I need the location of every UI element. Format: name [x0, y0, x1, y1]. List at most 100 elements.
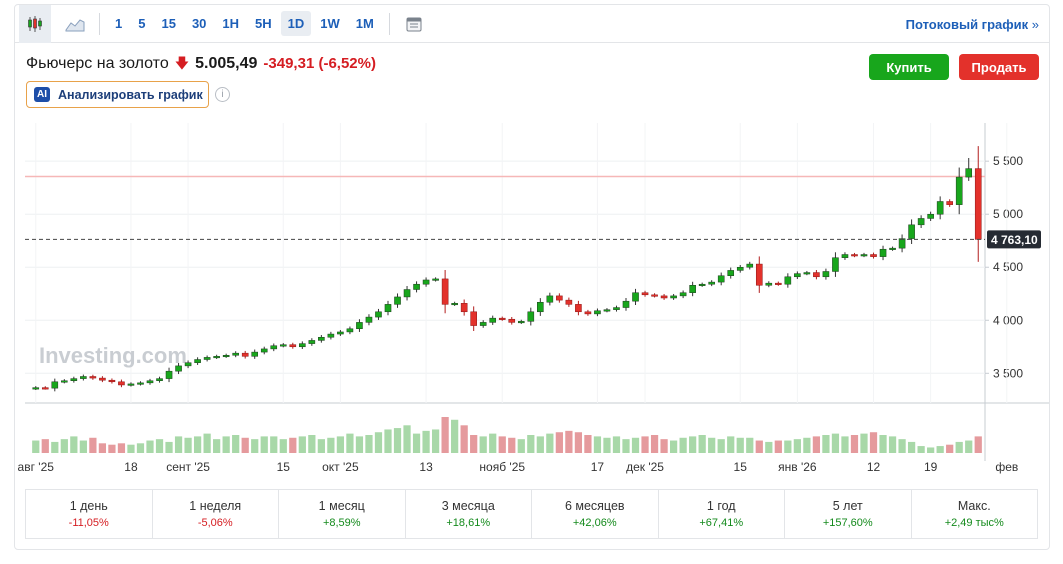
period-1d[interactable]: 1D — [280, 11, 312, 36]
candle-body — [356, 322, 363, 330]
performance-value: +8,59% — [322, 517, 361, 529]
period-15[interactable]: 15 — [161, 16, 176, 31]
area-chart-icon[interactable] — [59, 5, 91, 43]
volume-bar — [279, 439, 287, 453]
volume-bar — [317, 439, 325, 453]
period-1[interactable]: 1 — [115, 16, 123, 31]
candle-body — [70, 378, 78, 381]
volume-bar — [374, 432, 383, 453]
candle-body — [813, 272, 820, 278]
performance-value: +18,61% — [446, 517, 491, 529]
volume-bar — [622, 439, 630, 453]
x-tick-label: сент '25 — [166, 460, 210, 474]
candle-body — [270, 345, 278, 350]
candle-body — [527, 311, 535, 322]
candle-body — [775, 282, 782, 285]
volume-bar — [584, 435, 592, 453]
candle-body — [279, 344, 287, 347]
volume-bar — [32, 440, 40, 453]
volume-bar — [222, 436, 230, 453]
volume-bar — [679, 437, 687, 453]
candle-body — [537, 301, 544, 313]
candle-body — [260, 348, 268, 353]
candle-body — [137, 382, 144, 385]
period-1m[interactable]: 1M — [355, 16, 374, 31]
period-30[interactable]: 30 — [191, 16, 207, 31]
candle-body — [689, 285, 696, 293]
candle-body — [498, 317, 506, 320]
candle-body — [974, 168, 982, 240]
performance-value: -5,06% — [197, 517, 233, 529]
stream-chart-link[interactable]: Потоковый график » — [905, 17, 1039, 32]
candle-body — [584, 311, 592, 315]
sell-button[interactable]: Продать — [959, 54, 1039, 80]
period-1w[interactable]: 1W — [320, 16, 340, 31]
candle-body — [746, 263, 754, 268]
candle-body — [755, 263, 763, 286]
candle-body — [517, 321, 525, 324]
volume-bar — [127, 444, 135, 453]
performance-cell[interactable]: 1 день -11,05% — [26, 490, 153, 538]
volume-bar — [822, 435, 830, 453]
candle-body — [470, 311, 477, 326]
volume-bar — [79, 440, 87, 453]
performance-period-label: 1 день — [69, 499, 108, 513]
volume-bar — [650, 435, 659, 453]
candle-body — [879, 248, 887, 257]
performance-cell[interactable]: 3 месяца +18,61% — [406, 490, 532, 538]
analyze-chart-button[interactable]: AI Анализировать график — [26, 81, 209, 108]
volume-bar — [479, 436, 487, 453]
candle-body — [241, 352, 249, 357]
performance-cell[interactable]: 1 неделя -5,06% — [153, 490, 279, 538]
period-1h[interactable]: 1H — [222, 16, 240, 31]
candle-body — [736, 266, 744, 271]
last-price: 5.005,49 — [195, 55, 258, 72]
volume-bar — [879, 435, 887, 453]
candle-body — [651, 294, 658, 297]
candle-body — [965, 168, 973, 178]
performance-cell[interactable]: Макс. +2,49 тыс% — [912, 490, 1038, 538]
info-icon[interactable]: i — [215, 87, 230, 102]
x-tick-label: нояб '25 — [479, 460, 525, 474]
period-5h[interactable]: 5H — [255, 16, 272, 31]
candle-body — [575, 304, 582, 313]
analyze-chart-label: Анализировать график — [58, 87, 203, 102]
performance-value: +2,49 тыс% — [944, 517, 1004, 529]
volume-bar — [489, 433, 497, 453]
y-tick-label: 4 000 — [993, 313, 1023, 327]
candle-body — [851, 254, 858, 257]
volume-bar — [251, 439, 259, 453]
performance-cell[interactable]: 6 месяцев +42,06% — [532, 490, 659, 538]
volume-bar — [774, 440, 782, 453]
volume-bar — [336, 436, 345, 453]
volume-bar — [70, 436, 78, 453]
candle-body — [698, 283, 706, 286]
performance-period-label: Макс. — [957, 499, 991, 513]
candle-body — [118, 381, 125, 386]
volume-bar — [669, 440, 678, 453]
period-5[interactable]: 5 — [138, 16, 146, 31]
toolbar-divider — [99, 12, 100, 35]
volume-bar — [422, 430, 430, 453]
candle-body — [784, 276, 792, 285]
x-tick-label: 13 — [419, 460, 433, 474]
candle-body — [917, 218, 925, 226]
arrow-down-icon: 🡇 — [174, 55, 190, 71]
candle-body — [346, 328, 354, 333]
x-tick-label: 15 — [277, 460, 291, 474]
volume-bar — [850, 435, 859, 453]
candle-body — [508, 318, 516, 323]
candlestick-icon[interactable] — [19, 4, 51, 43]
x-tick-label: 17 — [591, 460, 605, 474]
candle-body — [765, 282, 773, 286]
candle-body — [936, 201, 944, 215]
performance-cell[interactable]: 1 год +67,41% — [659, 490, 785, 538]
price-chart[interactable]: 5 500 5 000 4 500 4 000 3 500 авг '25 18 сент '… — [15, 5, 1049, 485]
performance-cell[interactable]: 1 месяц +8,59% — [279, 490, 406, 538]
volume-bar — [527, 435, 535, 453]
volume-bar — [927, 447, 935, 453]
volume-bar — [727, 436, 735, 453]
calendar-icon[interactable] — [398, 5, 430, 43]
performance-cell[interactable]: 5 лет +157,60% — [785, 490, 912, 538]
buy-button[interactable]: Купить — [869, 54, 949, 80]
